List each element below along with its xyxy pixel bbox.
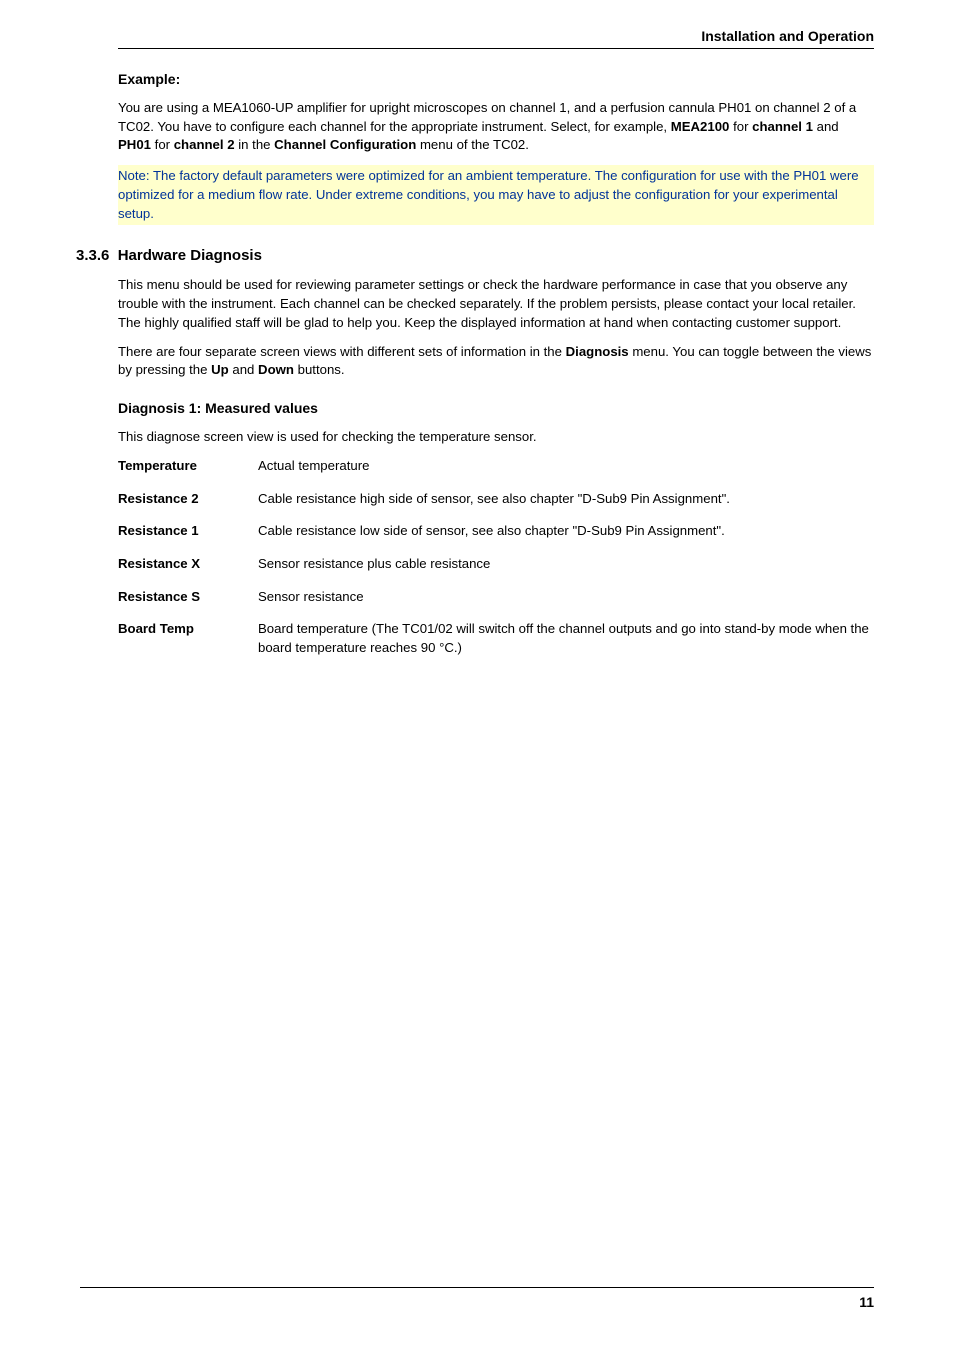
bold-ch2: channel 2 — [174, 137, 235, 152]
def-label: Resistance X — [118, 555, 258, 574]
def-value: Board temperature (The TC01/02 will swit… — [258, 620, 874, 657]
text: in the — [235, 137, 275, 152]
text: and — [229, 362, 258, 377]
page-number: 11 — [80, 1294, 874, 1310]
text: There are four separate screen views wit… — [118, 344, 566, 359]
bold-up: Up — [211, 362, 229, 377]
section-paragraph-2: There are four separate screen views wit… — [118, 343, 874, 380]
def-row-temperature: Temperature Actual temperature — [118, 457, 874, 476]
footer-rule — [80, 1287, 874, 1288]
def-value: Sensor resistance plus cable resistance — [258, 555, 874, 574]
def-label: Temperature — [118, 457, 258, 476]
diagnosis1-intro: This diagnose screen view is used for ch… — [118, 428, 874, 447]
text: for — [729, 119, 752, 134]
def-value: Actual temperature — [258, 457, 874, 476]
section-title: Hardware Diagnosis — [118, 247, 262, 264]
def-value: Sensor resistance — [258, 588, 874, 607]
def-label: Resistance 2 — [118, 490, 258, 509]
section-paragraph-1: This menu should be used for reviewing p… — [118, 276, 874, 332]
def-row-resistance2: Resistance 2 Cable resistance high side … — [118, 490, 874, 509]
bold-mea: MEA2100 — [671, 119, 730, 134]
page-header-title: Installation and Operation — [118, 28, 874, 44]
text: buttons. — [294, 362, 345, 377]
text: menu of the TC02. — [416, 137, 529, 152]
section-heading: 3.3.6 Hardware Diagnosis — [76, 247, 874, 264]
header-rule — [118, 48, 874, 49]
diagnosis1-heading: Diagnosis 1: Measured values — [118, 400, 874, 416]
text: for — [151, 137, 174, 152]
text: and — [813, 119, 839, 134]
definition-list: Temperature Actual temperature Resistanc… — [118, 457, 874, 658]
section-number: 3.3.6 — [76, 247, 109, 264]
example-paragraph: You are using a MEA1060-UP amplifier for… — [118, 99, 874, 155]
bold-cc: Channel Configuration — [274, 137, 416, 152]
def-row-resistancex: Resistance X Sensor resistance plus cabl… — [118, 555, 874, 574]
def-label: Resistance 1 — [118, 522, 258, 541]
note-text: Note: The factory default parameters wer… — [118, 168, 859, 220]
example-heading: Example: — [118, 71, 874, 87]
def-value: Cable resistance low side of sensor, see… — [258, 522, 874, 541]
def-row-resistances: Resistance S Sensor resistance — [118, 588, 874, 607]
page-footer: 11 — [80, 1287, 874, 1310]
bold-ch1: channel 1 — [752, 119, 813, 134]
def-value: Cable resistance high side of sensor, se… — [258, 490, 874, 509]
bold-down: Down — [258, 362, 294, 377]
def-label: Board Temp — [118, 620, 258, 657]
def-label: Resistance S — [118, 588, 258, 607]
note-box: Note: The factory default parameters wer… — [118, 165, 874, 225]
bold-ph: PH01 — [118, 137, 151, 152]
def-row-boardtemp: Board Temp Board temperature (The TC01/0… — [118, 620, 874, 657]
bold-diagnosis: Diagnosis — [566, 344, 629, 359]
def-row-resistance1: Resistance 1 Cable resistance low side o… — [118, 522, 874, 541]
